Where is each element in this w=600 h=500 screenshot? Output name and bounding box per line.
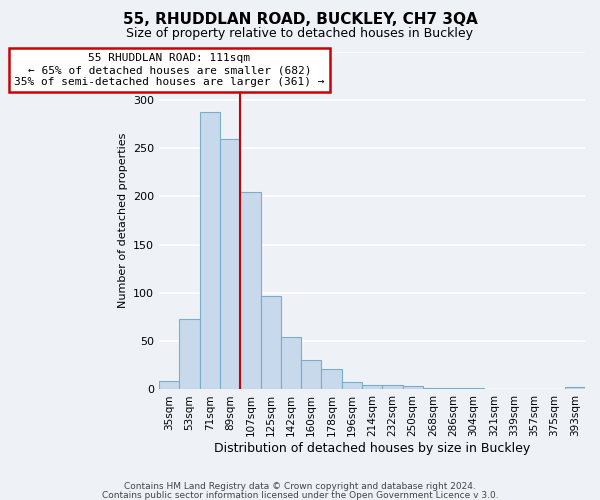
Y-axis label: Number of detached properties: Number of detached properties <box>118 133 128 308</box>
Bar <box>301 360 322 390</box>
Text: Contains HM Land Registry data © Crown copyright and database right 2024.: Contains HM Land Registry data © Crown c… <box>124 482 476 491</box>
Bar <box>281 338 301 390</box>
Text: Size of property relative to detached houses in Buckley: Size of property relative to detached ho… <box>127 28 473 40</box>
Bar <box>463 388 484 390</box>
Bar <box>200 112 220 390</box>
Bar <box>341 382 362 390</box>
Bar <box>240 192 260 390</box>
Text: Contains public sector information licensed under the Open Government Licence v : Contains public sector information licen… <box>101 490 499 500</box>
Text: 55, RHUDDLAN ROAD, BUCKLEY, CH7 3QA: 55, RHUDDLAN ROAD, BUCKLEY, CH7 3QA <box>122 12 478 28</box>
Bar <box>443 388 463 390</box>
Text: 55 RHUDDLAN ROAD: 111sqm
← 65% of detached houses are smaller (682)
35% of semi-: 55 RHUDDLAN ROAD: 111sqm ← 65% of detach… <box>14 54 325 86</box>
Bar <box>220 140 240 390</box>
Bar <box>362 384 382 390</box>
Bar <box>403 386 423 390</box>
X-axis label: Distribution of detached houses by size in Buckley: Distribution of detached houses by size … <box>214 442 530 455</box>
Bar <box>260 296 281 390</box>
Bar <box>423 388 443 390</box>
Bar <box>322 369 341 390</box>
Bar <box>565 386 585 390</box>
Bar <box>179 319 200 390</box>
Bar <box>382 384 403 390</box>
Bar <box>159 381 179 390</box>
